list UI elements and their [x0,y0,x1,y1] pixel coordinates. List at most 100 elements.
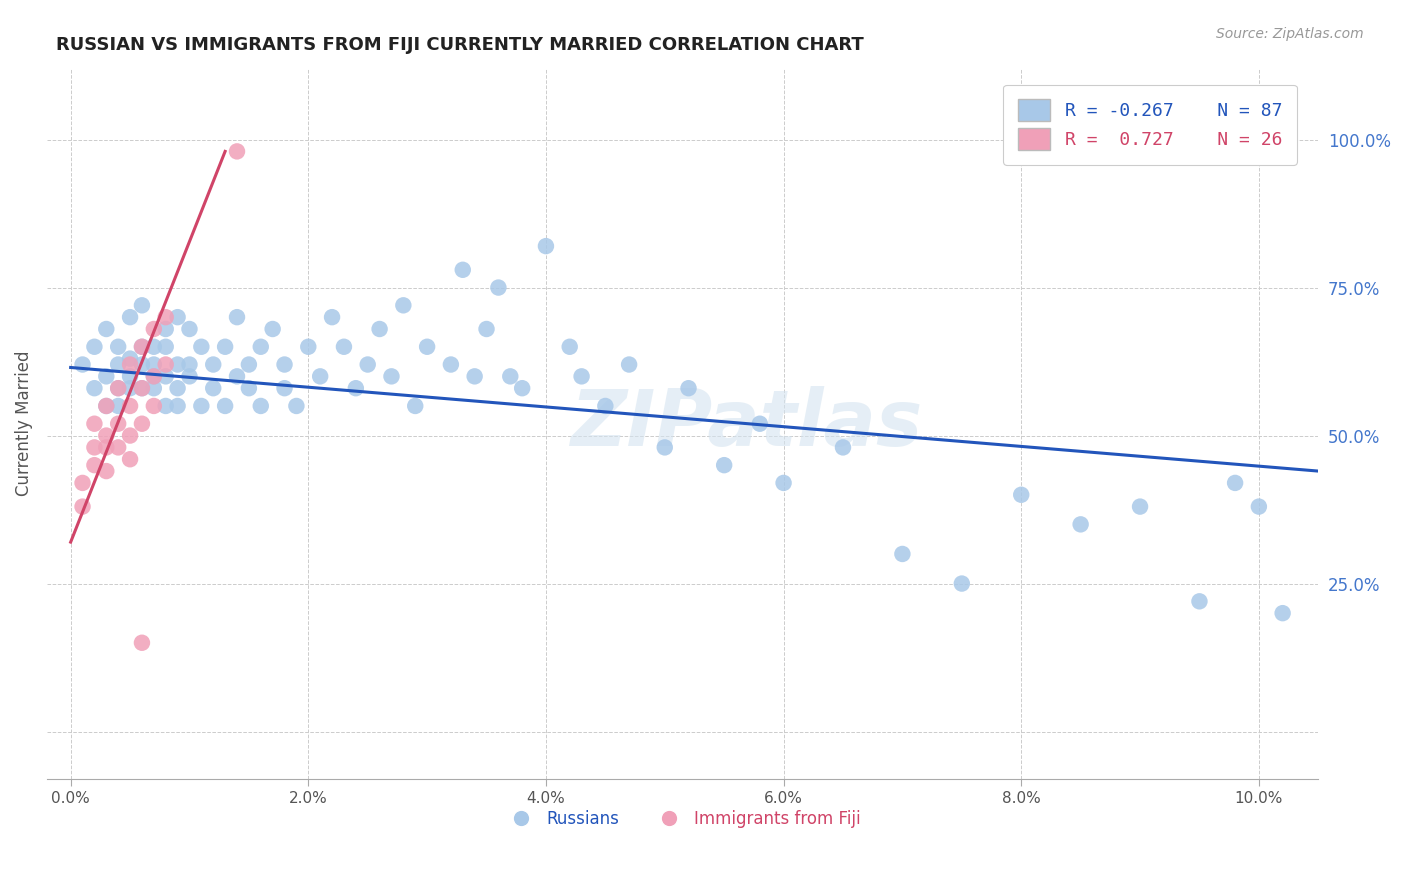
Point [238,381,260,395]
Point [772,475,794,490]
Point [499,369,522,384]
Point [155,322,177,336]
Point [72,500,94,514]
Point [166,381,188,395]
Point [83,441,105,455]
Point [107,381,129,395]
Point [96,322,118,336]
Point [190,399,212,413]
Point [166,358,188,372]
Point [166,399,188,413]
Point [617,358,640,372]
Point [179,369,201,384]
Point [131,340,153,354]
Point [832,441,855,455]
Point [131,636,153,650]
Point [142,340,165,354]
Point [475,322,498,336]
Point [96,399,118,413]
Point [285,399,308,413]
Point [654,441,676,455]
Point [249,399,271,413]
Point [1188,594,1211,608]
Point [368,322,391,336]
Point [96,369,118,384]
Point [333,340,356,354]
Point [950,576,973,591]
Point [83,340,105,354]
Point [595,399,617,413]
Point [120,310,142,325]
Point [1010,488,1032,502]
Point [571,369,593,384]
Point [392,298,415,312]
Point [534,239,557,253]
Point [380,369,402,384]
Point [107,340,129,354]
Point [1271,606,1294,620]
Point [107,399,129,413]
Point [226,310,249,325]
Point [558,340,581,354]
Point [155,399,177,413]
Point [344,381,367,395]
Point [142,358,165,372]
Point [120,452,142,467]
Point [83,458,105,472]
Point [214,340,236,354]
Point [142,369,165,384]
Point [202,358,225,372]
Point [179,358,201,372]
Point [510,381,533,395]
Point [678,381,700,395]
Point [238,358,260,372]
Point [190,340,212,354]
Point [131,340,153,354]
Point [96,464,118,478]
Point [1223,475,1246,490]
Point [96,399,118,413]
Text: RUSSIAN VS IMMIGRANTS FROM FIJI CURRENTLY MARRIED CORRELATION CHART: RUSSIAN VS IMMIGRANTS FROM FIJI CURRENTL… [56,36,865,54]
Point [155,358,177,372]
Point [142,369,165,384]
Point [107,381,129,395]
Point [155,310,177,325]
Point [166,310,188,325]
Point [155,369,177,384]
Point [83,417,105,431]
Point [249,340,271,354]
Point [214,399,236,413]
Point [309,369,332,384]
Point [96,441,118,455]
Point [321,310,343,325]
Point [131,381,153,395]
Point [131,417,153,431]
Point [713,458,735,472]
Point [262,322,284,336]
Point [891,547,914,561]
Point [120,369,142,384]
Point [120,428,142,442]
Point [142,381,165,395]
Point [96,428,118,442]
Point [120,399,142,413]
Point [131,298,153,312]
Point [1129,500,1152,514]
Point [202,381,225,395]
Legend: Russians, Immigrants from Fiji: Russians, Immigrants from Fiji [498,803,868,835]
Point [357,358,380,372]
Point [142,322,165,336]
Point [72,358,94,372]
Point [107,441,129,455]
Point [297,340,319,354]
Point [72,475,94,490]
Point [120,381,142,395]
Point [451,262,474,277]
Point [226,369,249,384]
Point [131,358,153,372]
Point [155,340,177,354]
Text: Source: ZipAtlas.com: Source: ZipAtlas.com [1216,27,1364,41]
Point [120,351,142,366]
Point [107,417,129,431]
Point [226,145,249,159]
